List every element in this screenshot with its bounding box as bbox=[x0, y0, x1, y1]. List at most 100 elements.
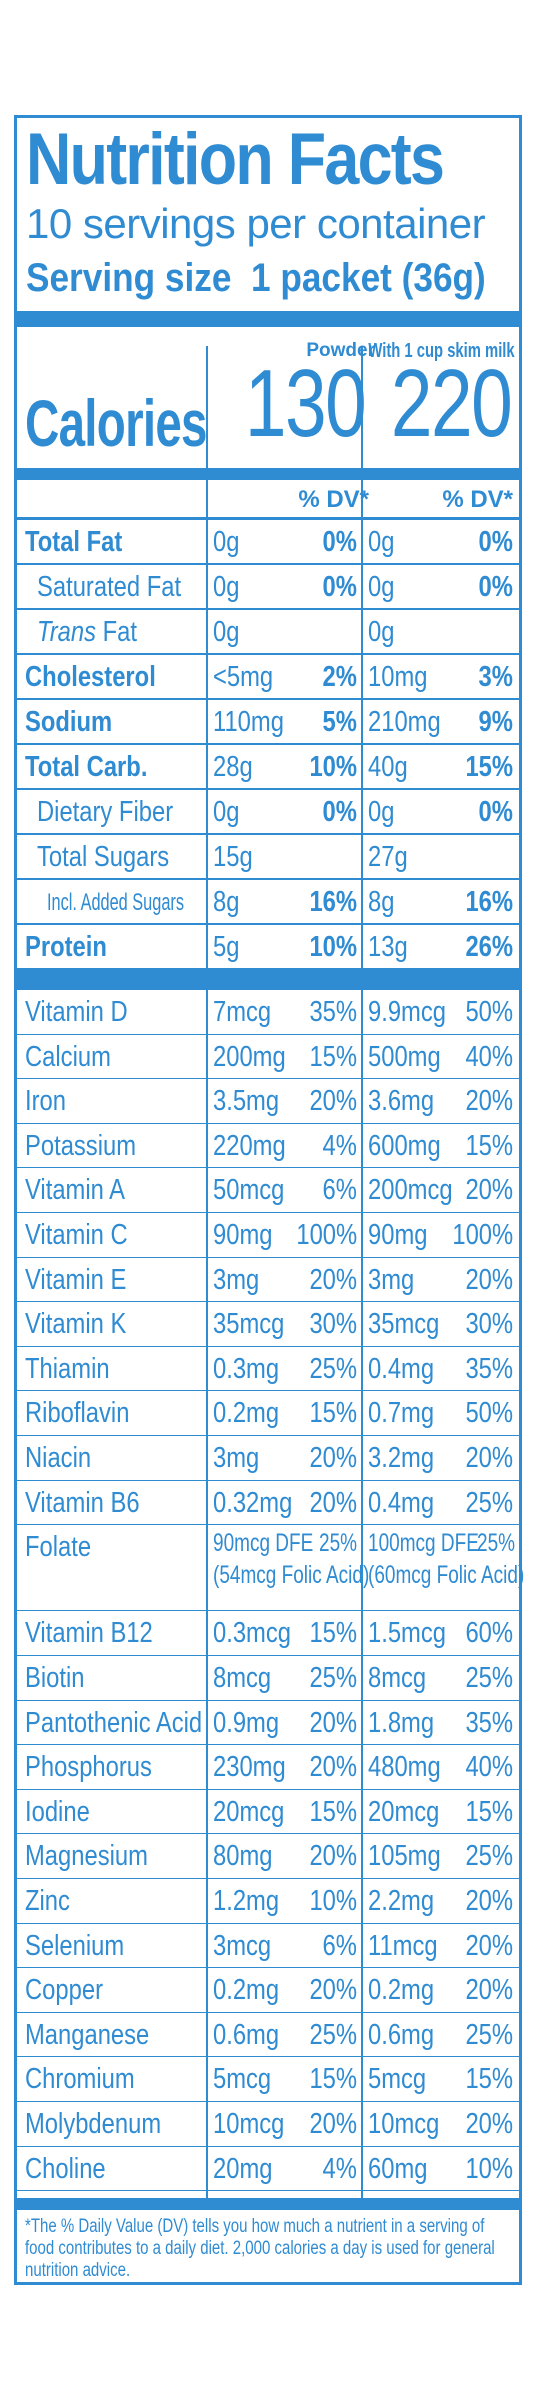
powder-amount: 0.6mg bbox=[213, 2018, 280, 2051]
powder-dv: 15% bbox=[309, 1795, 357, 1828]
powder-amount: 20mcg bbox=[213, 1795, 285, 1828]
vitamin-row: Choline 20mg 4% 60mg 10% bbox=[17, 2147, 519, 2192]
vitamin-row: Chromium 5mcg 15% 5mcg 15% bbox=[17, 2057, 519, 2102]
nutrient-row: Incl. Added Sugars 8g 16% 8g 16% bbox=[17, 880, 519, 925]
vitamin-row: Phosphorus 230mg 20% 480mg 40% bbox=[17, 1745, 519, 1790]
vitamin-row: Vitamin B6 0.32mg 20% 0.4mg 25% bbox=[17, 1481, 519, 1526]
milk-amount: 3.6mg bbox=[368, 1085, 435, 1118]
milk-amount: 0g bbox=[368, 616, 395, 648]
vitamin-row: Niacin 3mg 20% 3.2mg 20% bbox=[17, 1436, 519, 1481]
powder-dv: 20% bbox=[309, 2108, 357, 2140]
vitamin-name: Vitamin A bbox=[25, 1174, 126, 1207]
powder-dv: 30% bbox=[309, 1308, 357, 1341]
serving-size: Serving size 1 packet (36g) bbox=[26, 258, 486, 298]
powder-amount: 90mg bbox=[213, 1219, 273, 1251]
powder-amount: 3mg bbox=[213, 1263, 260, 1296]
milk-column-header: With 1 cup skim milk bbox=[368, 340, 515, 362]
milk-amount: 100mcg DFE bbox=[368, 1529, 479, 1558]
vitamin-name: Selenium bbox=[25, 1929, 125, 1962]
milk-dv: 25% bbox=[465, 1662, 513, 1694]
powder-dv: 25% bbox=[309, 2018, 357, 2051]
powder-amount: 220mg bbox=[213, 1129, 286, 1162]
powder-amount: 200mg bbox=[213, 1040, 286, 1073]
vitamin-row: Iron 3.5mg 20% 3.6mg 20% bbox=[17, 1079, 519, 1124]
milk-amount: 3mg bbox=[368, 1263, 415, 1296]
vitamin-row: Vitamin A 50mcg 6% 200mcg 20% bbox=[17, 1168, 519, 1213]
milk-dv: 20% bbox=[465, 2108, 513, 2140]
vitamin-row: Vitamin E 3mg 20% 3mg 20% bbox=[17, 1258, 519, 1303]
powder-amount: 20mg bbox=[213, 2152, 273, 2185]
calories-divider bbox=[17, 468, 519, 480]
vitamin-name: Calcium bbox=[25, 1040, 111, 1073]
dv-header-powder: % DV* bbox=[298, 486, 369, 513]
vitamin-name: Iron bbox=[25, 1085, 66, 1118]
milk-amount: 90mg bbox=[368, 1219, 428, 1251]
powder-amount: 0.3mg bbox=[213, 1352, 280, 1385]
vitamin-name: Vitamin B6 bbox=[25, 1486, 140, 1519]
milk-dv: 0% bbox=[478, 571, 513, 603]
milk-amount: 11mcg bbox=[368, 1929, 438, 1962]
vitamin-name: Copper bbox=[25, 1974, 104, 2007]
milk-amount: 0.4mg bbox=[368, 1352, 435, 1385]
powder-amount: 90mcg DFE bbox=[213, 1529, 314, 1558]
vitamin-name: Biotin bbox=[25, 1662, 85, 1694]
milk-amount: 500mg bbox=[368, 1040, 441, 1073]
milk-dv: 40% bbox=[465, 1751, 513, 1784]
vitamin-name: Magnesium bbox=[25, 1840, 148, 1873]
milk-amount: 2.2mg bbox=[368, 1885, 435, 1917]
nutrient-row: Saturated Fat 0g 0% 0g 0% bbox=[17, 565, 519, 610]
milk-amount: 480mg bbox=[368, 1751, 441, 1784]
milk-dv: 30% bbox=[465, 1308, 513, 1341]
nutrient-row: Cholesterol <5mg 2% 10mg 3% bbox=[17, 655, 519, 700]
milk-amount: 60mg bbox=[368, 2152, 428, 2185]
milk-dv: 35% bbox=[465, 1352, 513, 1385]
milk-amount: 8mcg bbox=[368, 1662, 427, 1694]
powder-amount: 0.3mcg bbox=[213, 1617, 291, 1650]
powder-amount: 35mcg bbox=[213, 1308, 285, 1341]
powder-dv: 4% bbox=[322, 2152, 357, 2185]
calories-label: Calories bbox=[25, 386, 207, 460]
powder-amount-detail: (54mcg Folic Acid) bbox=[213, 1561, 370, 1590]
powder-dv: 20% bbox=[309, 1263, 357, 1296]
daily-value-footnote: *The % Daily Value (DV) tells you how mu… bbox=[25, 2216, 495, 2281]
powder-amount: 3.5mg bbox=[213, 1085, 280, 1118]
serving-size-value: 1 packet (36g) bbox=[250, 256, 486, 300]
powder-amount: 7mcg bbox=[213, 996, 272, 1028]
milk-dv: 9% bbox=[478, 706, 513, 738]
powder-dv: 25% bbox=[309, 1662, 357, 1694]
thick-divider-top bbox=[17, 311, 519, 327]
milk-amount: 10mg bbox=[368, 661, 428, 693]
milk-amount: 0.2mg bbox=[368, 1974, 435, 2007]
vitamin-row: Vitamin D 7mcg 35% 9.9mcg 50% bbox=[17, 990, 519, 1035]
powder-amount: 0.2mg bbox=[213, 1974, 280, 2007]
milk-amount: 5mcg bbox=[368, 2063, 427, 2096]
powder-amount: 0.9mg bbox=[213, 1706, 280, 1739]
milk-dv: 25% bbox=[465, 1486, 513, 1519]
powder-dv: 20% bbox=[309, 1751, 357, 1784]
powder-dv: 4% bbox=[322, 1129, 357, 1162]
powder-amount: 80mg bbox=[213, 1840, 273, 1873]
milk-dv: 20% bbox=[465, 1929, 513, 1962]
nutrient-row: Trans Fat 0g 0g bbox=[17, 610, 519, 655]
milk-dv: 25% bbox=[465, 2018, 513, 2051]
powder-amount: 8g bbox=[213, 886, 240, 918]
nutrient-name: Protein bbox=[25, 931, 107, 963]
nutrient-row: Protein 5g 10% 13g 26% bbox=[17, 925, 519, 970]
milk-amount: 8g bbox=[368, 886, 395, 918]
vitamin-name: Chromium bbox=[25, 2063, 135, 2096]
vitamin-name: Iodine bbox=[25, 1795, 90, 1828]
vitamin-row: Iodine 20mcg 15% 20mcg 15% bbox=[17, 1790, 519, 1835]
milk-dv: 15% bbox=[465, 2063, 513, 2096]
vitamin-name: Niacin bbox=[25, 1442, 92, 1474]
vitamin-row: Thiamin 0.3mg 25% 0.4mg 35% bbox=[17, 1347, 519, 1392]
powder-dv: 20% bbox=[309, 1442, 357, 1474]
powder-dv: 20% bbox=[309, 1974, 357, 2007]
calories-milk-value: 220 bbox=[390, 350, 513, 457]
nutrient-row: Dietary Fiber 0g 0% 0g 0% bbox=[17, 790, 519, 835]
vitamin-row: Copper 0.2mg 20% 0.2mg 20% bbox=[17, 1968, 519, 2013]
powder-dv: 20% bbox=[309, 1706, 357, 1739]
dv-header-milk: % DV* bbox=[442, 486, 513, 513]
nutrient-name: Dietary Fiber bbox=[37, 796, 174, 828]
milk-dv: 60% bbox=[465, 1617, 513, 1650]
vitamin-row: Vitamin B12 0.3mcg 15% 1.5mcg 60% bbox=[17, 1611, 519, 1656]
